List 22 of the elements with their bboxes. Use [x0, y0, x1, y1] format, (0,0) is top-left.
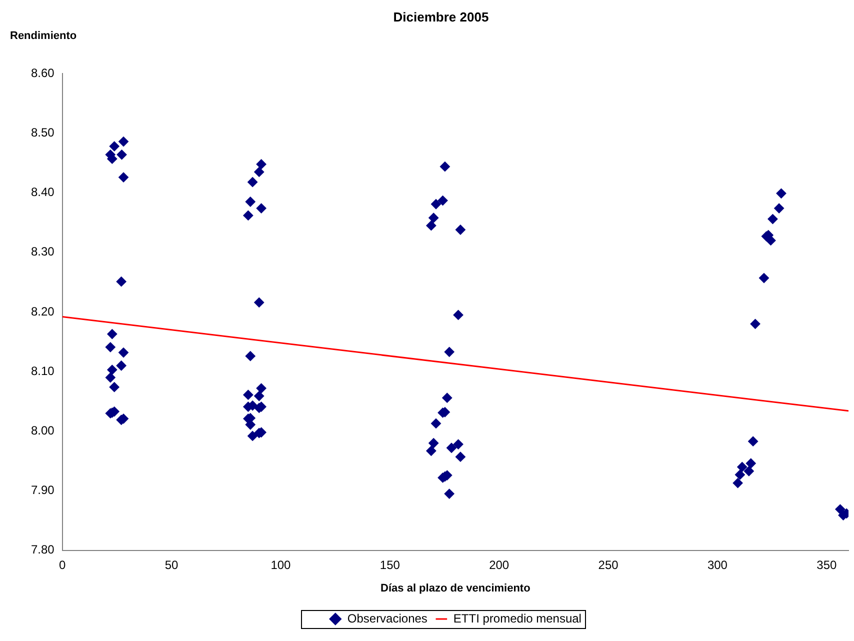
x-tick-label: 150 [380, 558, 400, 572]
y-tick-label: 8.60 [30, 66, 55, 80]
legend-label: ETTI promedio mensual [453, 611, 582, 626]
x-tick-label: 350 [816, 558, 837, 572]
y-tick-label: 7.80 [30, 542, 55, 557]
x-tick-label: 0 [59, 558, 66, 572]
y-tick-label: 8.30 [30, 244, 55, 259]
y-axis-title: Rendimiento [10, 30, 77, 42]
x-tick-label: 100 [270, 558, 292, 572]
x-tick-label: 300 [707, 558, 728, 572]
x-tick-label: 50 [164, 558, 179, 572]
y-tick-label: 8.00 [30, 424, 55, 438]
legend-label: Observaciones [347, 611, 428, 626]
y-tick-label: 8.10 [30, 364, 55, 378]
y-tick-label: 8.50 [30, 126, 55, 140]
x-axis-title: Días al plazo de vencimiento [380, 582, 531, 594]
y-tick-label: 7.90 [30, 483, 55, 498]
y-tick-label: 8.20 [30, 304, 55, 318]
y-tick-label: 8.40 [30, 185, 55, 200]
x-tick-label: 200 [489, 558, 510, 572]
x-tick-label: 250 [598, 558, 619, 572]
chart-title: Diciembre 2005 [393, 9, 489, 24]
